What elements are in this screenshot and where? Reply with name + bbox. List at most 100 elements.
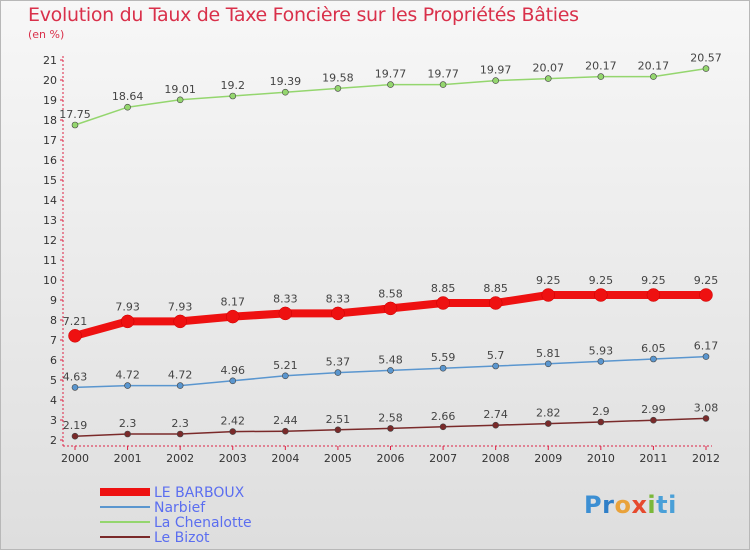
data-point xyxy=(229,428,237,435)
logo-letter: o xyxy=(614,491,632,519)
x-tick-label: 2000 xyxy=(61,452,89,465)
data-point xyxy=(650,416,657,424)
y-tick-label: 4 xyxy=(50,394,57,407)
y-tick-label: 7 xyxy=(50,334,57,347)
data-point xyxy=(176,96,184,104)
y-tick-label: 19 xyxy=(43,94,57,107)
proxiti-logo: Proxiti xyxy=(584,491,677,519)
data-label: 4.72 xyxy=(115,369,140,382)
x-tick-label: 2006 xyxy=(377,452,405,465)
data-label: 19.97 xyxy=(480,64,512,77)
y-tick-label: 17 xyxy=(43,134,57,147)
data-point xyxy=(492,77,499,84)
y-tick-label: 21 xyxy=(43,54,57,67)
data-point xyxy=(120,314,135,329)
data-label: 2.9 xyxy=(592,405,610,418)
data-label: 2.82 xyxy=(536,407,561,420)
data-point xyxy=(229,92,237,100)
x-tick-label: 2001 xyxy=(114,452,142,465)
data-point xyxy=(334,426,342,434)
data-point xyxy=(702,353,710,360)
legend-label: LE BARBOUX xyxy=(154,485,245,501)
data-point xyxy=(176,382,184,389)
data-label: 5.21 xyxy=(273,359,298,372)
data-point xyxy=(124,382,131,389)
x-tick-label: 2007 xyxy=(429,452,457,465)
y-tick-label: 13 xyxy=(43,214,57,227)
data-point xyxy=(702,415,710,422)
data-label: 20.17 xyxy=(585,60,617,73)
y-tick-label: 11 xyxy=(43,254,57,267)
data-point xyxy=(331,306,345,321)
y-tick-label: 9 xyxy=(50,294,57,307)
data-point xyxy=(226,309,240,324)
data-label: 2.58 xyxy=(378,411,403,424)
data-label: 3.08 xyxy=(694,401,719,414)
data-point xyxy=(124,103,131,111)
legend-label: Le Bizot xyxy=(154,530,210,546)
logo-letter: P xyxy=(584,491,603,519)
data-label: 9.25 xyxy=(589,274,614,287)
data-point xyxy=(124,430,131,438)
data-label: 19.77 xyxy=(375,68,407,81)
data-point xyxy=(544,360,552,368)
data-point xyxy=(650,355,657,363)
data-point xyxy=(173,314,187,329)
data-label: 9.25 xyxy=(536,274,561,287)
data-label: 8.33 xyxy=(273,292,298,305)
data-label: 6.05 xyxy=(641,342,666,355)
data-label: 4.63 xyxy=(63,370,88,383)
data-point xyxy=(229,377,237,385)
y-tick-label: 2 xyxy=(50,434,57,447)
data-label: 4.72 xyxy=(168,369,193,382)
data-label: 5.48 xyxy=(378,353,403,366)
data-point xyxy=(71,384,79,391)
data-label: 8.85 xyxy=(483,282,508,295)
y-tick-label: 20 xyxy=(43,74,57,87)
data-point xyxy=(597,418,605,426)
data-point xyxy=(176,430,184,438)
y-tick-label: 16 xyxy=(43,154,57,167)
data-point xyxy=(544,75,552,82)
data-label: 2.74 xyxy=(483,408,508,421)
x-tick-label: 2004 xyxy=(271,452,299,465)
data-point xyxy=(541,288,555,302)
y-tick-label: 6 xyxy=(50,354,57,367)
x-tick-label: 2005 xyxy=(324,452,352,465)
data-label: 20.17 xyxy=(638,60,670,73)
data-point xyxy=(282,427,289,435)
data-point xyxy=(544,420,552,427)
data-label: 7.93 xyxy=(168,300,193,313)
data-point xyxy=(646,288,661,302)
y-tick-label: 14 xyxy=(43,194,57,207)
x-tick-label: 2003 xyxy=(219,452,247,465)
data-label: 2.42 xyxy=(221,415,246,428)
data-point xyxy=(439,423,447,431)
x-tick-label: 2010 xyxy=(587,452,615,465)
data-label: 2.51 xyxy=(326,413,351,426)
data-label: 6.17 xyxy=(694,340,719,353)
x-tick-label: 2002 xyxy=(166,452,194,465)
data-label: 17.75 xyxy=(59,108,91,121)
data-point xyxy=(71,432,79,440)
data-point xyxy=(387,367,394,374)
legend-label: Narbief xyxy=(154,500,206,516)
logo-letter: r xyxy=(602,491,615,519)
data-label: 19.58 xyxy=(322,71,354,84)
data-label: 8.58 xyxy=(378,287,403,300)
data-label: 2.3 xyxy=(119,417,137,430)
data-label: 8.17 xyxy=(221,296,246,309)
chart-title: Evolution du Taux de Taxe Foncière sur l… xyxy=(28,4,579,26)
data-point xyxy=(282,88,289,96)
y-tick-label: 3 xyxy=(50,414,57,427)
logo-letter: ti xyxy=(656,491,677,519)
y-tick-label: 10 xyxy=(43,274,57,287)
data-label: 2.3 xyxy=(171,417,189,430)
y-tick-label: 12 xyxy=(43,234,57,247)
data-label: 2.66 xyxy=(431,410,456,423)
data-label: 2.44 xyxy=(273,414,298,427)
data-label: 9.25 xyxy=(641,274,666,287)
x-tick-label: 2009 xyxy=(534,452,562,465)
data-point xyxy=(436,296,450,310)
